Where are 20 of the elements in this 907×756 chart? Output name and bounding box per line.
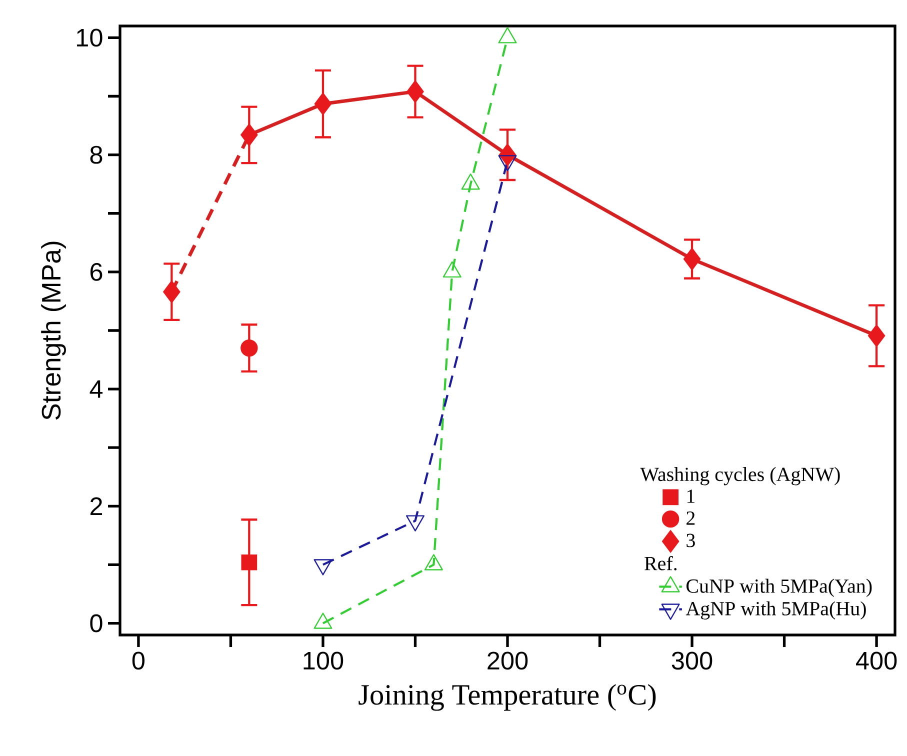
legend-label: 1 xyxy=(687,490,694,503)
annotation: Ref. xyxy=(644,556,677,570)
x-tick-label: 0 xyxy=(132,652,145,670)
y-tick-label: 10 xyxy=(77,28,102,47)
y-tick-label: 4 xyxy=(90,380,103,398)
y-tick-label: 6 xyxy=(90,262,102,281)
y-tick-label: 0 xyxy=(90,614,102,632)
x-axis-title: Joining Temperature ($^{o}$C) xyxy=(358,684,656,711)
y-tick-label: 2 xyxy=(90,497,102,516)
legend-title: Washing cycles (AgNW) xyxy=(640,467,840,486)
x-tick-label: 100 xyxy=(304,652,344,670)
legend-label: AgNP with 5MPa(Hu) xyxy=(686,601,866,620)
x-tick-label: 400 xyxy=(856,652,897,670)
x-tick-label: 200 xyxy=(488,652,528,670)
y-axis-title: Strength (MPa) xyxy=(41,242,66,420)
x-tick-label: 300 xyxy=(672,652,712,670)
legend-label: 2 xyxy=(686,511,695,525)
legend-label: CuNP with 5MPa(Yan) xyxy=(686,578,872,597)
y-tick-label: 8 xyxy=(90,146,102,164)
legend-label: 3 xyxy=(686,534,695,548)
